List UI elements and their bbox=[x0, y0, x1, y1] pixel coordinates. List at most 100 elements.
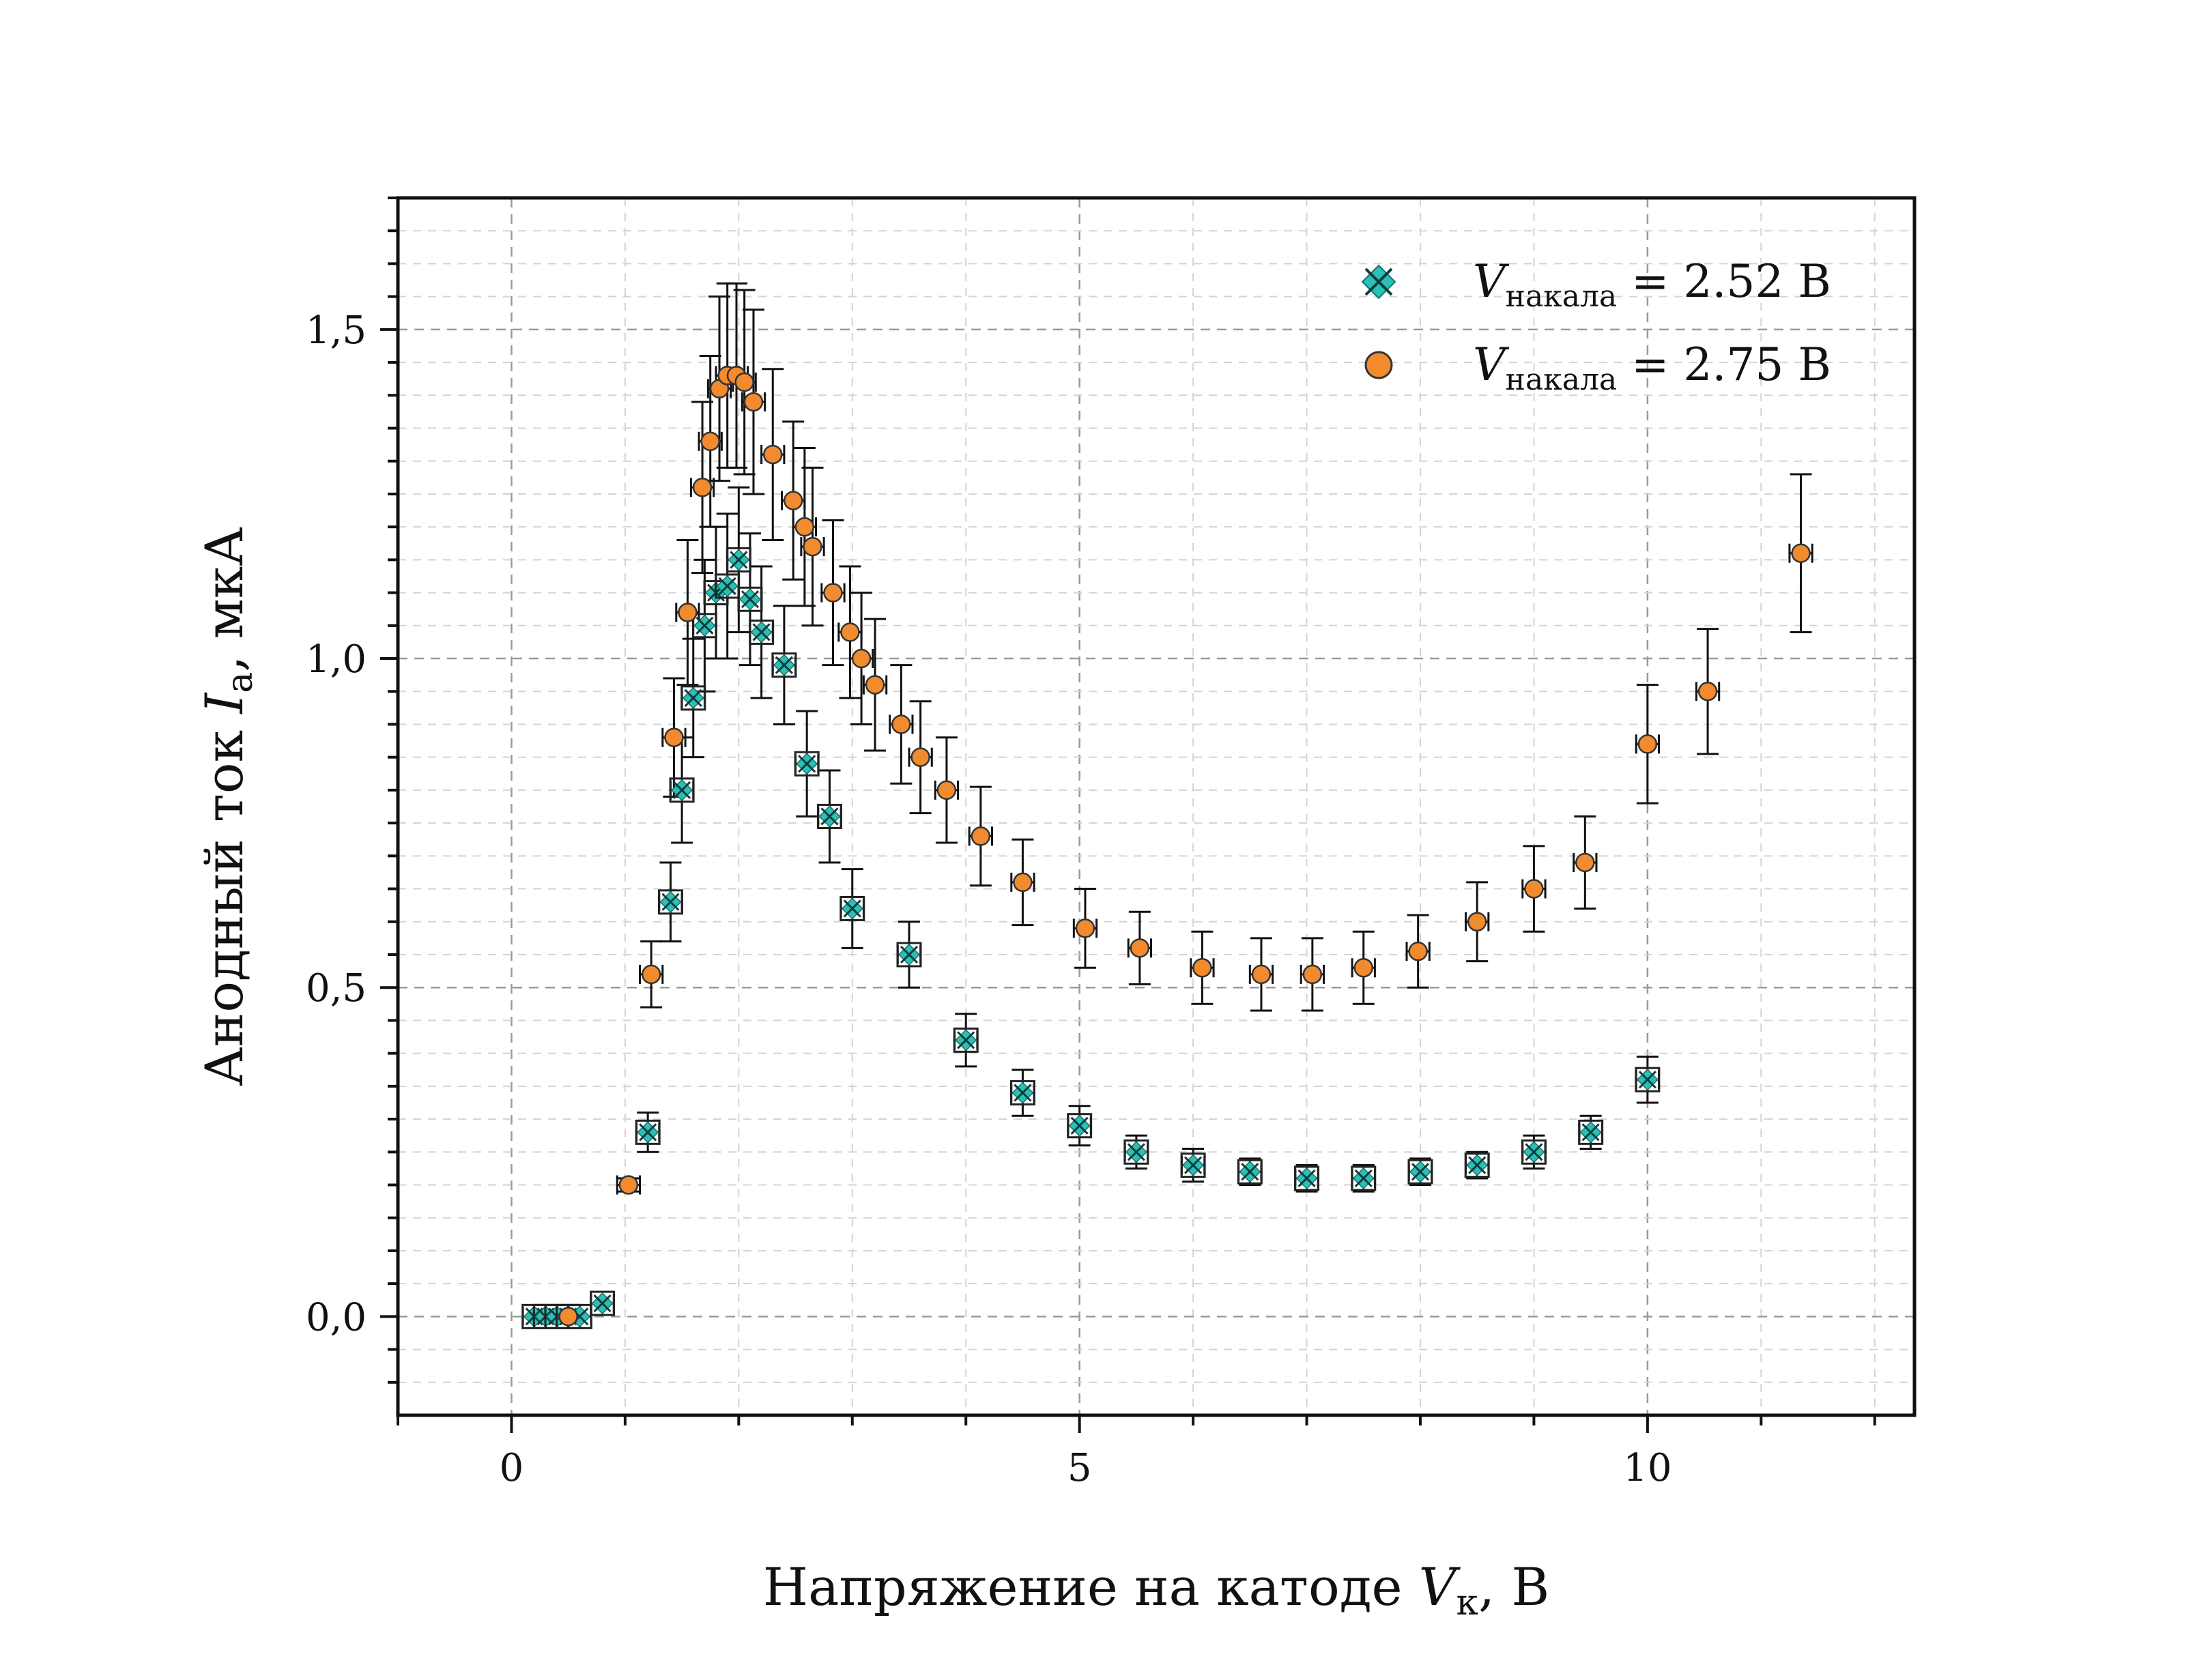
data-point-box bbox=[715, 573, 741, 599]
markers bbox=[521, 366, 1811, 1329]
data-point-box bbox=[1578, 1119, 1604, 1145]
data-point-cross bbox=[593, 1294, 612, 1313]
data-point-circle bbox=[1353, 958, 1374, 978]
legend-label-sub: накала bbox=[1506, 279, 1617, 314]
x-tick-label: 5 bbox=[1067, 1446, 1092, 1490]
y-axis-title-sub: a bbox=[220, 672, 261, 693]
data-point-cross bbox=[1014, 1084, 1032, 1102]
y-axis-title: Анодный ток Ia, мкА bbox=[194, 527, 261, 1086]
legend-label-var: V bbox=[1473, 338, 1510, 391]
y-axis-title-unit: , мкА bbox=[194, 527, 255, 672]
data-point-circle bbox=[734, 372, 754, 392]
legend-label-rest: = 2.75 В bbox=[1617, 338, 1831, 391]
data-point-circle bbox=[851, 648, 872, 669]
data-point-cross bbox=[1241, 1163, 1259, 1181]
legend-marker-series-2 bbox=[1364, 351, 1393, 379]
data-point-cross bbox=[639, 1123, 657, 1142]
legend-marker-series-1 bbox=[1361, 264, 1396, 300]
legend-label-series-2: Vнакала = 2.75 В bbox=[1473, 338, 1831, 397]
data-point-circle bbox=[700, 431, 720, 452]
grid bbox=[397, 197, 1914, 1415]
data-point-circle bbox=[971, 826, 991, 846]
y-tick-label: 1,0 bbox=[306, 637, 367, 682]
data-point-box bbox=[635, 1119, 661, 1145]
data-point-circle bbox=[936, 780, 957, 800]
data-point-box bbox=[1180, 1153, 1206, 1178]
x-tick-label: 0 bbox=[500, 1446, 524, 1490]
data-point-circle bbox=[618, 1175, 639, 1195]
data-point-circle bbox=[840, 622, 860, 642]
data-point-circle bbox=[558, 1307, 578, 1327]
legend-label-rest: = 2.52 В bbox=[1617, 255, 1831, 308]
y-tick-label: 0,0 bbox=[306, 1295, 367, 1339]
data-point-box bbox=[1009, 1080, 1035, 1105]
data-point-cross bbox=[798, 755, 816, 773]
data-point-box bbox=[680, 685, 706, 711]
data-point-box bbox=[726, 547, 751, 573]
data-point-circle bbox=[1130, 938, 1150, 958]
data-point-circle bbox=[1192, 958, 1212, 978]
data-point-box bbox=[1067, 1113, 1093, 1139]
data-point-circle bbox=[743, 392, 764, 412]
data-point-box bbox=[669, 777, 695, 803]
data-point-circle bbox=[1075, 918, 1095, 938]
data-point-circle bbox=[664, 727, 684, 747]
data-point-cross bbox=[1581, 1123, 1600, 1142]
legend-label-series-1: Vнакала = 2.52 В bbox=[1473, 255, 1831, 314]
data-point-cross bbox=[1354, 1169, 1373, 1187]
data-point-cross bbox=[900, 945, 919, 964]
data-point-circle bbox=[910, 747, 930, 767]
data-point-box bbox=[1407, 1159, 1433, 1185]
data-point-circle bbox=[803, 536, 822, 557]
data-point-cross bbox=[1525, 1143, 1543, 1161]
data-point-circle bbox=[1637, 734, 1658, 754]
data-point-circle bbox=[763, 444, 783, 465]
data-point-box bbox=[657, 889, 683, 915]
data-point-box bbox=[1123, 1139, 1149, 1165]
data-point-box bbox=[896, 942, 922, 968]
x-axis-title-main: Напряжение на катоде bbox=[763, 1556, 1419, 1617]
y-axis-title-main: Анодный ток bbox=[194, 714, 255, 1086]
data-point-cross bbox=[661, 893, 680, 911]
data-point-circle bbox=[865, 675, 885, 695]
data-point-circle bbox=[1575, 852, 1595, 873]
data-point-cross bbox=[695, 616, 714, 635]
data-point-circle bbox=[794, 517, 815, 537]
data-point-cross bbox=[1070, 1116, 1089, 1135]
legend-cross-icon bbox=[1364, 267, 1393, 296]
data-point-cross bbox=[1184, 1156, 1203, 1174]
data-point-circle bbox=[823, 583, 843, 603]
plot-frame bbox=[396, 196, 1917, 1417]
x-axis-title-var: V bbox=[1419, 1556, 1461, 1617]
data-point-circle bbox=[1697, 681, 1718, 701]
data-point-cross bbox=[752, 623, 771, 641]
data-point-circle bbox=[641, 964, 661, 985]
data-point-box bbox=[1351, 1165, 1377, 1191]
data-point-circle bbox=[1013, 872, 1033, 893]
data-point-circle bbox=[1251, 964, 1272, 985]
data-point-box bbox=[794, 751, 820, 777]
data-point-cross bbox=[684, 689, 702, 707]
data-point-circle bbox=[1408, 941, 1428, 961]
data-point-box bbox=[816, 803, 842, 829]
y-tick-label: 1,5 bbox=[306, 308, 367, 353]
data-point-box bbox=[590, 1290, 616, 1316]
y-axis-title-var: I bbox=[194, 692, 255, 715]
data-point-cross bbox=[718, 577, 736, 596]
data-point-circle bbox=[678, 603, 698, 622]
data-point-cross bbox=[1411, 1163, 1430, 1181]
data-point-cross bbox=[1468, 1156, 1487, 1174]
data-point-box bbox=[953, 1027, 979, 1053]
data-point-cross bbox=[730, 551, 748, 569]
x-axis-title-unit: , В bbox=[1478, 1556, 1549, 1617]
data-point-box bbox=[691, 613, 717, 639]
data-point-box bbox=[840, 895, 865, 921]
data-point-cross bbox=[741, 590, 760, 609]
data-point-box bbox=[1521, 1139, 1547, 1165]
data-point-cross bbox=[673, 781, 691, 799]
data-point-cross bbox=[1638, 1071, 1656, 1089]
data-point-circle bbox=[1524, 879, 1544, 899]
legend-label-var: V bbox=[1473, 255, 1510, 308]
data-point-cross bbox=[775, 656, 793, 674]
